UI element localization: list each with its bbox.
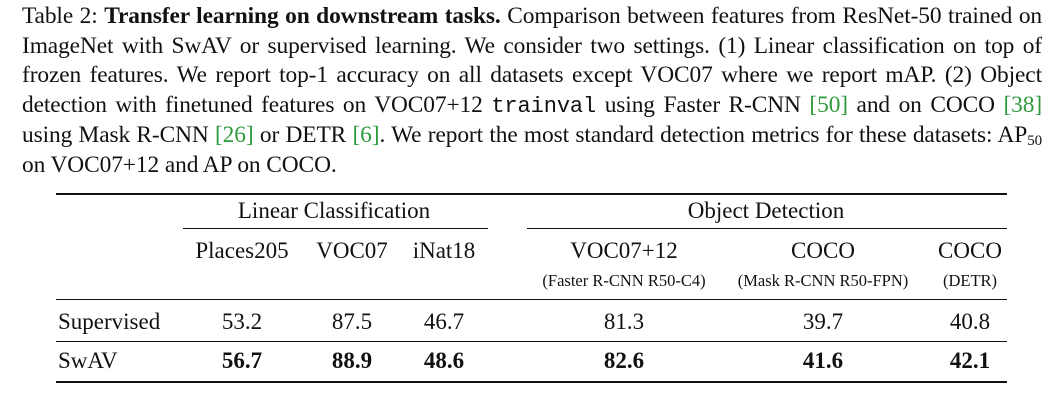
table-cell: 40.8 <box>949 309 991 334</box>
column-header-coco-mask: COCO <box>791 238 855 263</box>
group-header-linear-classification: Linear Classification <box>237 198 431 223</box>
citation-link[interactable]: [26] <box>214 122 254 148</box>
table-cell: 42.1 <box>949 348 991 373</box>
table-cell: 39.7 <box>802 309 844 334</box>
caption-text: Comparison between features from ResNet-… <box>22 3 1043 118</box>
column-header-inat18: iNat18 <box>412 238 476 263</box>
row-label-swav: SwAV <box>58 348 118 373</box>
table-cell: 46.7 <box>423 309 465 334</box>
header-rule <box>56 299 1007 300</box>
citation-link[interactable]: [50] <box>809 91 848 118</box>
table-cell: 88.9 <box>331 348 373 373</box>
column-note-mask-rcnn: (Mask R-CNN R50-FPN) <box>737 271 909 290</box>
citation-link[interactable]: [38] <box>1003 91 1043 118</box>
caption-label: Table 2: <box>22 3 98 29</box>
caption-text: on VOC07+12 and AP on COCO. <box>22 151 337 178</box>
citation-link[interactable]: [6] <box>352 122 380 148</box>
column-header-voc0712: VOC07+12 <box>570 238 678 263</box>
table-cell: 53.2 <box>221 309 263 334</box>
column-note-detr: (DETR) <box>942 271 998 290</box>
row-rule <box>56 341 1007 342</box>
caption-subscript: 50 <box>1027 133 1042 149</box>
table-cell: 56.7 <box>221 348 263 373</box>
caption-text: using Faster R-CNN <box>604 91 801 118</box>
column-header-places205: Places205 <box>195 238 289 263</box>
table-cell: 87.5 <box>331 309 373 334</box>
caption-text: and on COCO <box>856 91 995 118</box>
table-caption: Table 2: Transfer learning on downstream… <box>22 2 1042 180</box>
table-cell: 41.6 <box>802 348 844 373</box>
table-cell: 48.6 <box>423 348 465 373</box>
row-label-supervised: Supervised <box>58 309 161 334</box>
column-header-coco-detr: COCO <box>938 238 1002 263</box>
column-note-faster-rcnn: (Faster R-CNN R50-C4) <box>542 271 706 290</box>
group-rule-linear <box>183 228 488 229</box>
caption-text: or DETR <box>259 122 347 148</box>
caption-title: Transfer learning on downstream tasks. <box>104 3 501 29</box>
top-rule <box>56 193 1007 195</box>
group-header-object-detection: Object Detection <box>687 198 845 223</box>
bottom-rule <box>56 381 1007 383</box>
table-cell: 81.3 <box>603 309 645 334</box>
caption-code: trainval <box>491 93 597 119</box>
caption-text: using Mask R-CNN <box>22 122 209 148</box>
table-cell: 82.6 <box>603 348 645 373</box>
group-rule-detection <box>527 228 1007 229</box>
column-header-voc07: VOC07 <box>316 238 388 263</box>
caption-text: . We report the most standard detection … <box>379 122 1028 148</box>
